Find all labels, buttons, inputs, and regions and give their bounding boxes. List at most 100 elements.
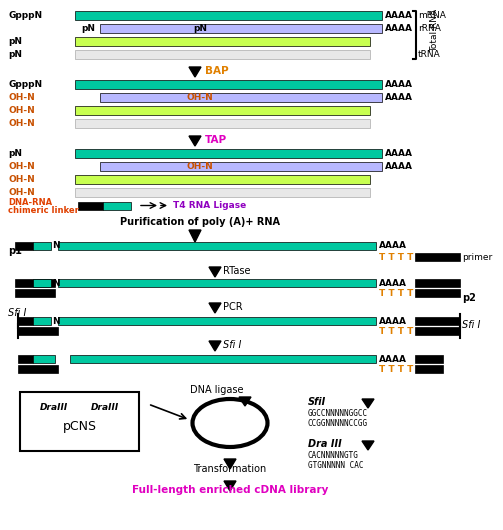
- Text: OH-N: OH-N: [8, 119, 35, 128]
- Text: DraIII: DraIII: [40, 402, 68, 411]
- Text: Full-length enriched cDNA library: Full-length enriched cDNA library: [132, 485, 328, 495]
- Text: GGCCNNNNNGGCC: GGCCNNNNNGGCC: [308, 409, 368, 418]
- FancyBboxPatch shape: [415, 279, 460, 287]
- Polygon shape: [209, 267, 221, 277]
- Polygon shape: [362, 441, 374, 450]
- FancyBboxPatch shape: [33, 279, 51, 287]
- Text: pN: pN: [193, 24, 207, 33]
- Text: AAAA: AAAA: [379, 278, 407, 287]
- FancyBboxPatch shape: [75, 50, 370, 59]
- Polygon shape: [209, 303, 221, 313]
- FancyBboxPatch shape: [33, 355, 55, 363]
- FancyBboxPatch shape: [100, 93, 382, 102]
- Text: AAAA: AAAA: [379, 316, 407, 325]
- Text: Sfi I: Sfi I: [8, 308, 26, 318]
- Text: rRNA: rRNA: [418, 24, 441, 33]
- Text: pN: pN: [81, 24, 95, 33]
- FancyBboxPatch shape: [75, 188, 370, 197]
- FancyBboxPatch shape: [75, 149, 382, 158]
- Text: AAAA: AAAA: [379, 242, 407, 251]
- Text: DNA-RNA: DNA-RNA: [8, 198, 52, 207]
- FancyBboxPatch shape: [18, 355, 33, 363]
- Text: CCGGNNNNNCCGG: CCGGNNNNNCCGG: [308, 419, 368, 428]
- Text: Purification of poly (A)+ RNA: Purification of poly (A)+ RNA: [120, 217, 280, 227]
- Text: AAAA: AAAA: [385, 24, 413, 33]
- FancyBboxPatch shape: [33, 317, 51, 325]
- Polygon shape: [239, 397, 251, 406]
- Polygon shape: [362, 399, 374, 408]
- FancyBboxPatch shape: [75, 175, 370, 184]
- Text: OH-N: OH-N: [8, 188, 35, 197]
- Text: Transformation: Transformation: [193, 464, 267, 474]
- Text: mRNA: mRNA: [418, 11, 446, 20]
- FancyBboxPatch shape: [15, 289, 55, 297]
- Text: pN: pN: [8, 50, 22, 59]
- FancyBboxPatch shape: [15, 279, 55, 287]
- Text: AAAA: AAAA: [385, 93, 413, 102]
- FancyBboxPatch shape: [70, 355, 376, 363]
- FancyBboxPatch shape: [415, 317, 460, 325]
- Text: BAP: BAP: [205, 66, 229, 76]
- Text: AAAA: AAAA: [385, 162, 413, 171]
- Polygon shape: [224, 481, 236, 491]
- Text: AAAA: AAAA: [385, 149, 413, 158]
- FancyBboxPatch shape: [75, 119, 370, 128]
- FancyBboxPatch shape: [78, 202, 103, 210]
- Text: OH-N: OH-N: [187, 93, 213, 102]
- Text: GTGNNNNN CAC: GTGNNNNN CAC: [308, 461, 364, 470]
- Text: N: N: [52, 242, 60, 251]
- FancyBboxPatch shape: [415, 365, 443, 373]
- Text: OH-N: OH-N: [187, 162, 213, 171]
- FancyBboxPatch shape: [58, 242, 376, 250]
- FancyBboxPatch shape: [75, 11, 382, 20]
- FancyBboxPatch shape: [75, 106, 370, 115]
- Text: T T T T: T T T T: [379, 252, 413, 261]
- FancyBboxPatch shape: [15, 242, 33, 250]
- FancyBboxPatch shape: [33, 242, 51, 250]
- Text: N: N: [52, 316, 60, 325]
- Text: N: N: [52, 278, 60, 287]
- Polygon shape: [189, 67, 201, 77]
- Text: pCNS: pCNS: [62, 420, 97, 433]
- Text: tRNA: tRNA: [418, 50, 441, 59]
- Text: Sfi I: Sfi I: [223, 340, 241, 350]
- Text: Total RNA: Total RNA: [430, 8, 439, 51]
- Text: Sfi I: Sfi I: [462, 320, 480, 330]
- Text: RTase: RTase: [223, 266, 250, 276]
- Text: T T T T: T T T T: [379, 288, 413, 297]
- Text: DNA ligase: DNA ligase: [190, 385, 243, 395]
- FancyBboxPatch shape: [58, 317, 376, 325]
- FancyBboxPatch shape: [75, 37, 370, 46]
- FancyBboxPatch shape: [18, 365, 58, 373]
- Text: chimeric linker: chimeric linker: [8, 206, 79, 215]
- Text: pN: pN: [8, 37, 22, 46]
- Text: Dra III: Dra III: [308, 439, 342, 449]
- Text: PCR: PCR: [223, 302, 242, 312]
- Text: GpppN: GpppN: [8, 11, 42, 20]
- Text: DraIII: DraIII: [91, 402, 119, 411]
- FancyBboxPatch shape: [415, 355, 443, 363]
- Text: OH-N: OH-N: [8, 162, 35, 171]
- FancyBboxPatch shape: [100, 162, 382, 171]
- FancyBboxPatch shape: [415, 289, 460, 297]
- Text: TAP: TAP: [205, 135, 227, 145]
- Text: T T T T: T T T T: [379, 365, 413, 374]
- Text: OH-N: OH-N: [8, 175, 35, 184]
- Text: T4 RNA Ligase: T4 RNA Ligase: [173, 201, 246, 210]
- FancyBboxPatch shape: [415, 253, 460, 261]
- Polygon shape: [189, 136, 201, 146]
- Text: SfiI: SfiI: [308, 397, 326, 407]
- Text: AAAA: AAAA: [379, 355, 407, 364]
- Text: T T T T: T T T T: [379, 326, 413, 335]
- Text: AAAA: AAAA: [385, 11, 413, 20]
- Text: OH-N: OH-N: [8, 106, 35, 115]
- FancyBboxPatch shape: [18, 317, 33, 325]
- Polygon shape: [209, 341, 221, 351]
- Text: primer: primer: [462, 252, 492, 261]
- FancyBboxPatch shape: [75, 80, 382, 89]
- Text: OH-N: OH-N: [8, 93, 35, 102]
- Text: pN: pN: [8, 149, 22, 158]
- Text: p2: p2: [462, 293, 476, 303]
- FancyBboxPatch shape: [20, 392, 139, 451]
- FancyBboxPatch shape: [18, 327, 58, 335]
